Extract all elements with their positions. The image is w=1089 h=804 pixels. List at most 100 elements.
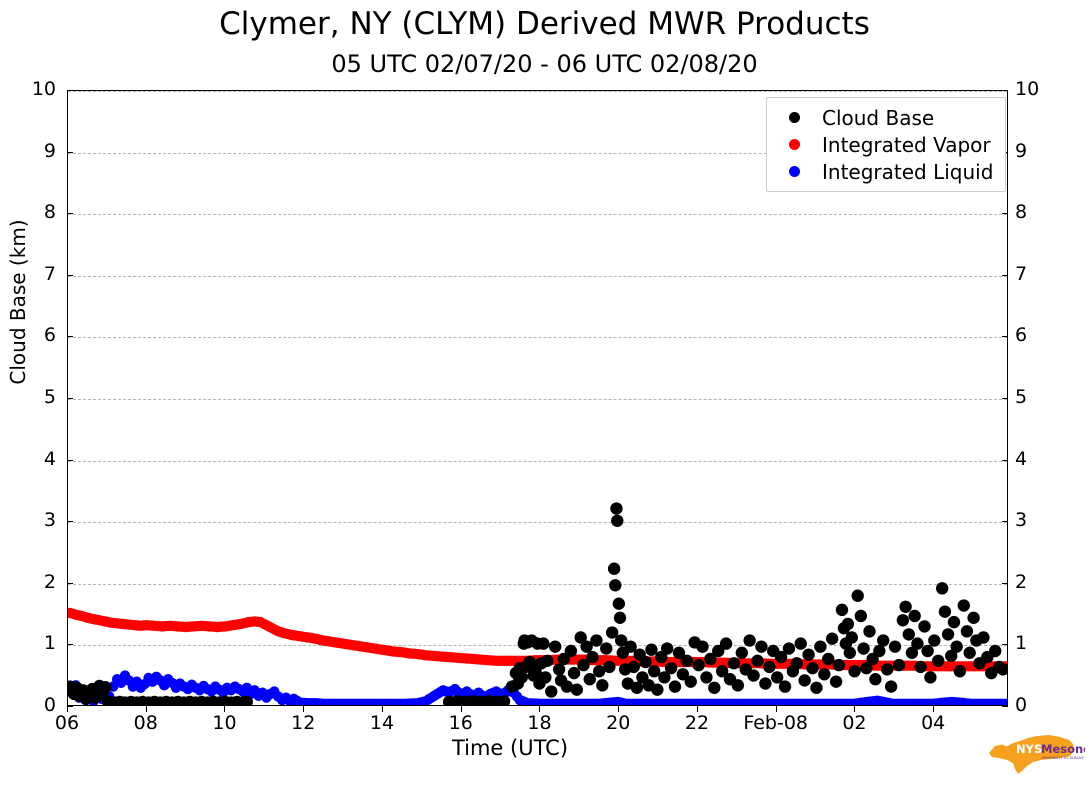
chart-legend: Cloud Base Integrated Vapor Integrated L… [766,97,1007,192]
data-point [743,634,756,647]
y-axis-left-tick [67,336,73,338]
x-axis-tick-label: 16 [448,712,473,734]
y-axis-left-tick [67,398,73,399]
y-axis-right-tick-label: 9 [1015,139,1028,162]
chart-title: Clymer, NY (CLYM) Derived MWR Products [219,6,870,42]
data-point [924,671,937,684]
data-point [607,562,621,575]
data-point [735,646,748,659]
x-axis-tick [460,706,462,712]
data-point [539,671,552,684]
data-point [778,680,792,693]
data-point [869,673,882,686]
data-point [580,640,593,653]
data-point [639,655,652,669]
x-axis-tick-label: 18 [527,712,552,734]
legend-item-integrated-vapor[interactable]: Integrated Vapor [775,131,993,158]
x-axis-tick-label: 14 [369,712,395,734]
y-axis-right-tick-label: 0 [1015,694,1028,716]
data-point [696,640,709,653]
y-axis-left-tick-label: 7 [43,262,56,285]
y-axis-right-tick-label: 4 [1015,447,1028,470]
y-axis-right-tick [1002,336,1008,338]
series-cloud-base [68,502,1007,705]
logo-secondary-text: Mesonet [1041,742,1085,756]
data-point [999,698,1007,705]
x-axis-tick [618,706,620,712]
x-axis-tick [381,706,383,712]
legend-label-cloud-base: Cloud Base [822,105,935,130]
data-point [751,654,764,667]
data-point [918,620,931,633]
data-point [814,640,827,653]
data-point [798,674,811,687]
data-point [614,634,628,647]
data-point [676,668,690,681]
data-point [977,631,990,644]
data-point [928,634,941,647]
data-point [888,640,902,653]
data-point [822,652,835,666]
data-point [818,668,831,681]
data-point [953,665,967,678]
data-point [664,661,678,675]
data-point [605,626,619,639]
data-point [941,628,955,641]
data-point [908,609,921,623]
data-point [240,695,253,705]
y-axis-right-tick [1002,706,1008,707]
legend-item-integrated-liquid[interactable]: Integrated Liquid [775,158,993,185]
data-layer [68,502,1007,705]
data-point [99,681,112,694]
data-point [989,644,1002,658]
data-point [863,625,876,638]
y-axis-left-tick [67,274,73,276]
data-point [884,680,898,693]
data-point [648,665,661,678]
data-point [592,665,606,678]
data-point [963,646,976,659]
data-point [560,680,574,693]
data-point [880,663,894,676]
x-axis-tick-label: 04 [921,712,946,734]
y-axis-right-tick [1002,398,1008,399]
data-point [914,660,927,674]
data-point [877,634,890,647]
x-axis-tick [854,706,856,712]
y-axis-left-tick-label: 2 [43,570,56,593]
data-point [672,646,686,659]
data-point [731,679,745,692]
data-point [610,502,623,515]
legend-item-cloud-base[interactable]: Cloud Base [775,104,993,131]
data-point [523,655,536,669]
data-point [896,614,910,627]
y-axis-right-tick-label: 8 [1015,201,1028,224]
logo-primary-text: NYS [1016,742,1042,756]
data-point [612,597,626,610]
y-axis-right-tick [1002,644,1008,646]
data-point [719,637,733,650]
x-axis-tick [775,706,777,712]
data-point [548,640,562,653]
data-point [845,631,858,644]
y-axis-right-tick [1002,274,1008,276]
data-point [552,663,566,676]
x-axis-tick [933,706,935,712]
data-point [763,660,776,674]
data-point [770,671,784,684]
data-point [899,600,912,613]
data-point [938,605,952,618]
data-point [645,643,658,656]
data-point [727,657,741,670]
y-axis-right-tick [1002,582,1008,584]
legend-marker-integrated-liquid [789,166,800,177]
y-axis-left-tick [67,90,73,91]
data-point [892,658,906,672]
legend-label-integrated-liquid: Integrated Liquid [822,159,994,184]
x-axis-tick [67,706,68,712]
data-point [627,660,640,674]
data-point [947,615,961,629]
y-axis-left-tick [67,459,73,461]
x-axis-tick-label: 02 [842,712,867,734]
y-axis-right-tick-label: 2 [1015,570,1028,593]
